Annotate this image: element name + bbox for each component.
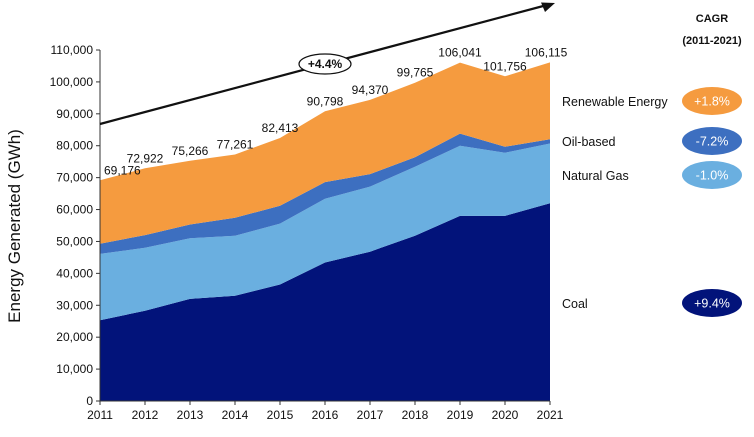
x-tick-label: 2018 xyxy=(402,408,429,422)
cagr-value: -1.0% xyxy=(696,169,729,183)
cagr-badge-natural-gas xyxy=(682,161,742,189)
series-labels: Renewable Energy Oil-based Natural Gas Coal xyxy=(562,95,668,311)
area-coal xyxy=(100,203,550,401)
cagr-value: +9.4% xyxy=(694,297,730,311)
x-tick-label: 2020 xyxy=(492,408,519,422)
series-label-coal: Coal xyxy=(562,297,588,311)
total-value-label: 94,370 xyxy=(352,83,389,97)
y-tick-label: 50,000 xyxy=(56,234,93,248)
total-value-label: 75,266 xyxy=(172,144,209,158)
cagr-period: (2011-2021) xyxy=(682,35,742,47)
area-oil-based xyxy=(100,133,550,254)
total-value-label: 99,765 xyxy=(397,66,434,80)
cagr-title: CAGR xyxy=(696,13,728,25)
series-label-natural-gas: Natural Gas xyxy=(562,169,629,183)
y-tick-label: 0 xyxy=(86,394,93,408)
y-tick-label: 70,000 xyxy=(56,171,93,185)
y-tick-label: 110,000 xyxy=(51,43,94,57)
growth-trend: +4.4% xyxy=(99,2,555,126)
x-tick-label: 2013 xyxy=(177,408,204,422)
growth-ellipse xyxy=(298,53,352,75)
total-value-label: 69,176 xyxy=(104,163,141,177)
total-value-label: 77,261 xyxy=(217,137,254,151)
total-value-label: 90,798 xyxy=(307,94,344,108)
y-tick-label: 20,000 xyxy=(56,330,93,344)
y-tick-label: 80,000 xyxy=(56,139,93,153)
cagr-badge-coal xyxy=(682,289,742,317)
x-tick-label: 2017 xyxy=(357,408,384,422)
y-tick-label: 30,000 xyxy=(56,298,93,312)
total-value-label: 106,115 xyxy=(525,45,568,59)
series-label-renewable-energy: Renewable Energy xyxy=(562,95,668,109)
x-tick-label: 2011 xyxy=(87,408,113,422)
cagr-value: +1.8% xyxy=(694,95,730,109)
trend-arrowhead xyxy=(541,2,555,12)
y-tick-label: 60,000 xyxy=(56,203,93,217)
x-tick-label: 2016 xyxy=(312,408,339,422)
cagr-badge-renewable-energy xyxy=(682,87,742,115)
cagr-header: CAGR (2011-2021) xyxy=(682,13,742,47)
y-axis-ticks: 0 10,000 20,000 30,000 40,000 50,000 60,000 70,… xyxy=(50,43,100,408)
x-tick-label: 2012 xyxy=(132,408,159,422)
cagr-value: -7.2% xyxy=(696,135,729,149)
y-axis-title: Energy Generated (GWh) xyxy=(5,129,24,323)
total-growth-label: +4.4% xyxy=(308,57,343,71)
x-tick-label: 2015 xyxy=(267,408,294,422)
x-tick-label: 2014 xyxy=(222,408,249,422)
y-tick-label: 100,000 xyxy=(50,75,94,89)
cagr-badge-oil-based xyxy=(682,127,742,155)
total-value-label: 72,922 xyxy=(127,151,164,165)
area-renewable-energy xyxy=(100,62,550,244)
total-value-label: 82,413 xyxy=(262,121,299,135)
y-tick-label: 10,000 xyxy=(56,362,93,376)
series-label-oil-based: Oil-based xyxy=(562,135,616,149)
x-axis-ticks: 2011 2012 2013 2014 2015 2016 2017 2018 2019 2020… xyxy=(87,401,564,422)
total-value-label: 101,756 xyxy=(483,59,527,73)
y-tick-label: 40,000 xyxy=(56,266,93,280)
area-natural-gas xyxy=(100,143,550,321)
total-value-label: 106,041 xyxy=(438,46,482,60)
cagr-badges: +1.8% -7.2% -1.0% +9.4% xyxy=(682,87,742,317)
y-tick-label: 90,000 xyxy=(56,107,93,121)
x-tick-label: 2021 xyxy=(537,408,564,422)
stacked-areas xyxy=(100,62,550,401)
x-tick-label: 2019 xyxy=(447,408,474,422)
